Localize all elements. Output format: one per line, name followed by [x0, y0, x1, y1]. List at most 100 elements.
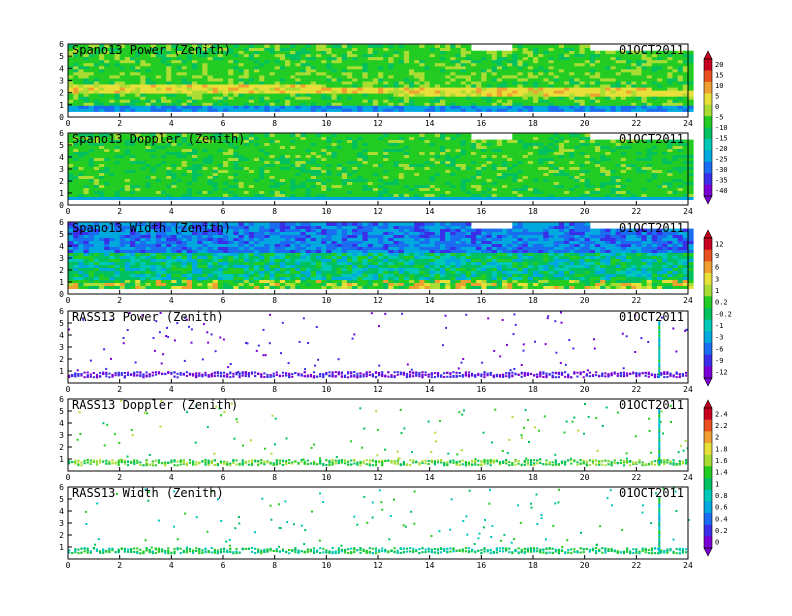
heat-cell: [450, 164, 456, 167]
heat-cell: [290, 182, 296, 185]
heat-cell: [140, 191, 146, 194]
heat-cell: [471, 72, 477, 75]
heat-cell: [187, 93, 193, 96]
heat-cell: [182, 146, 188, 149]
heat-cell: [523, 170, 529, 173]
heat-cell: [507, 87, 513, 90]
heat-cell: [213, 155, 219, 158]
heat-cell: [368, 109, 374, 112]
heat-cell: [342, 45, 348, 48]
heat-cell: [264, 109, 270, 112]
heat-cell: [476, 140, 482, 143]
heat-cell: [569, 48, 575, 51]
heat-cell: [78, 87, 84, 90]
heat-cell: [533, 57, 539, 60]
heat-cell: [688, 99, 694, 102]
heat-cell: [177, 93, 183, 96]
heat-cell: [326, 99, 332, 102]
heat-cell: [285, 173, 291, 176]
heat-cell: [264, 99, 270, 102]
heat-cell: [280, 149, 286, 152]
heat-cell: [192, 194, 198, 197]
heat-cell: [316, 176, 322, 179]
heat-cell: [337, 185, 343, 188]
heat-cell: [311, 155, 317, 158]
heat-cell: [249, 143, 255, 146]
heat-cell: [471, 146, 477, 149]
heat-cell: [337, 84, 343, 87]
heat-cell: [306, 63, 312, 66]
heat-cell: [233, 96, 239, 99]
heat-cell: [399, 102, 405, 105]
heat-cell: [497, 197, 503, 200]
heat-cell: [445, 185, 451, 188]
heat-cell: [223, 164, 229, 167]
heat-cell: [414, 140, 420, 143]
heat-cell: [543, 75, 549, 78]
heat-cell: [146, 78, 152, 81]
heat-cell: [399, 146, 405, 149]
heat-cell: [518, 182, 524, 185]
heat-cell: [244, 93, 250, 96]
heat-cell: [290, 191, 296, 194]
heat-cell: [564, 191, 570, 194]
heat-cell: [146, 167, 152, 170]
heat-cell: [574, 105, 580, 108]
heat-cell: [316, 87, 322, 90]
heat-cell: [383, 102, 389, 105]
heat-cell: [125, 158, 131, 161]
heat-cell: [94, 63, 100, 66]
heat-cell: [295, 140, 301, 143]
heat-cell: [285, 146, 291, 149]
heat-cell: [68, 164, 74, 167]
heat-cell: [662, 84, 668, 87]
heat-cell: [590, 99, 596, 102]
heat-cell: [487, 78, 493, 81]
heat-cell: [275, 167, 281, 170]
heat-cell: [73, 109, 79, 112]
heat-cell: [466, 84, 472, 87]
heat-cell: [461, 105, 467, 108]
heat-cell: [605, 75, 611, 78]
heat-cell: [652, 105, 658, 108]
heat-cell: [104, 164, 110, 167]
heat-cell: [425, 57, 431, 60]
heat-cell: [554, 69, 560, 72]
heat-cell: [156, 66, 162, 69]
heat-cell: [332, 81, 338, 84]
heat-cell: [280, 191, 286, 194]
heat-cell: [316, 99, 322, 102]
heat-cell: [399, 54, 405, 57]
heat-cell: [73, 72, 79, 75]
heat-cell: [414, 90, 420, 93]
heat-cell: [600, 179, 606, 182]
heat-cell: [445, 69, 451, 72]
heat-cell: [414, 109, 420, 112]
heat-cell: [259, 152, 265, 155]
heat-cell: [688, 57, 694, 60]
heat-cell: [239, 63, 245, 66]
heat-cell: [518, 155, 524, 158]
heat-cell: [383, 66, 389, 69]
heat-cell: [259, 60, 265, 63]
heat-cell: [554, 164, 560, 167]
heat-cell: [94, 109, 100, 112]
heat-cell: [461, 197, 467, 200]
heat-cell: [347, 197, 353, 200]
heat-cell: [84, 109, 90, 112]
heat-cell: [89, 78, 95, 81]
heat-cell: [218, 179, 224, 182]
heat-cell: [383, 45, 389, 48]
heat-cell: [249, 152, 255, 155]
heat-cell: [502, 66, 508, 69]
heat-cell: [538, 149, 544, 152]
heat-cell: [140, 63, 146, 66]
heat-cell: [228, 176, 234, 179]
heat-cell: [569, 109, 575, 112]
heat-cell: [456, 155, 462, 158]
heat-cell: [652, 69, 658, 72]
heat-cell: [171, 167, 177, 170]
heat-cell: [295, 161, 301, 164]
heat-cell: [523, 60, 529, 63]
heat-cell: [466, 137, 472, 140]
